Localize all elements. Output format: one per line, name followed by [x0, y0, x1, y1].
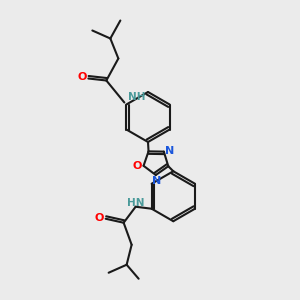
- Text: HN: HN: [127, 198, 144, 208]
- Text: N: N: [165, 146, 174, 156]
- Text: O: O: [78, 73, 87, 82]
- Text: N: N: [152, 176, 161, 186]
- Text: O: O: [133, 161, 142, 171]
- Text: O: O: [95, 213, 104, 223]
- Text: NH: NH: [128, 92, 146, 101]
